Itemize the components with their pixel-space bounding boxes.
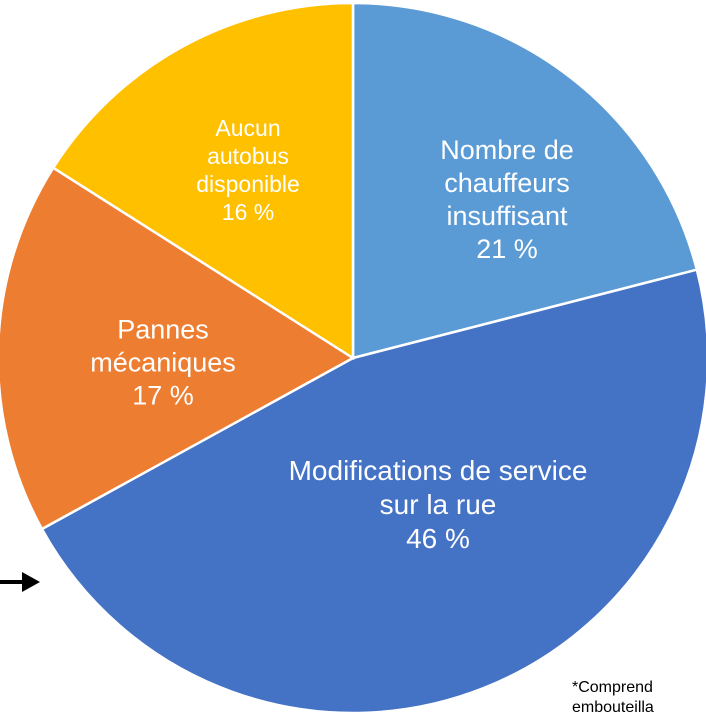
- value-label: 46 %: [406, 523, 470, 555]
- pie-slice: [0, 166, 356, 531]
- category-label: Pannes mécaniques: [90, 314, 236, 378]
- pie-slice: [351, 1, 699, 360]
- slice-label: Nombre de chauffeurs insuffisant 21 %: [407, 134, 607, 266]
- slice-label: Aucun autobus disponible 16 %: [176, 114, 321, 226]
- footnote-line: embouteilla: [572, 699, 654, 714]
- category-label: Modifications de service sur la rue: [288, 454, 588, 520]
- value-label: 16 %: [221, 199, 275, 226]
- pie-slice: [40, 268, 706, 714]
- footnote: *Comprend embouteilla: [572, 678, 654, 714]
- arrow-head: [22, 572, 40, 592]
- category-label: Aucun autobus disponible: [196, 114, 300, 197]
- value-label: 21 %: [476, 233, 538, 264]
- pie-slice: [51, 1, 355, 361]
- slice-label: Modifications de service sur la rue 46 %: [288, 454, 588, 556]
- slice-label: Pannes mécaniques 17 %: [76, 314, 251, 413]
- category-label: Nombre de chauffeurs insuffisant: [440, 135, 574, 231]
- value-label: 17 %: [132, 380, 194, 411]
- footnote-line: *Comprend: [572, 679, 653, 696]
